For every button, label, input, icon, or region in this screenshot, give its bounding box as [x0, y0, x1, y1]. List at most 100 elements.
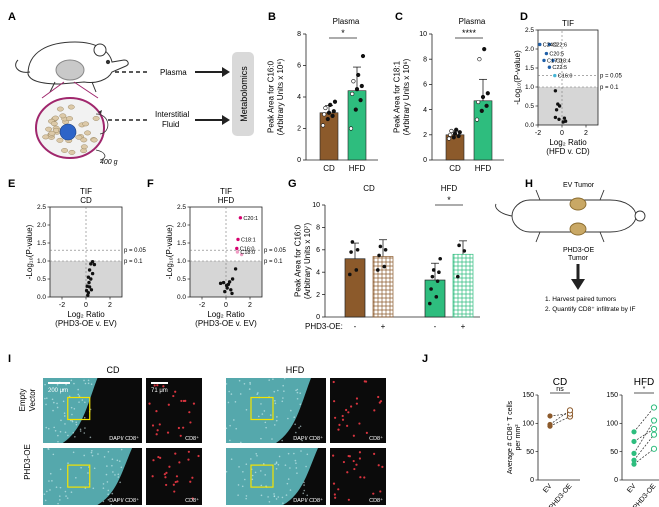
cd8-cell: [377, 395, 380, 399]
point-ev: [631, 450, 637, 456]
nucleus-dot: [73, 382, 75, 385]
cd8-cell: [166, 431, 170, 434]
chart-b-y-tick-label: 8: [297, 31, 301, 38]
nucleus-dot: [251, 478, 254, 481]
bar-hfd: [347, 90, 367, 161]
point-label: C18:0: [240, 250, 255, 256]
nucleus-dot: [79, 430, 82, 432]
nucleus-dot: [260, 484, 263, 487]
nucleus-dot: [255, 452, 258, 455]
chart-e: p = 0.05 p = 0.1 0.0 0.5 1.0 1.5 2.0 2.5 -2 0 2 TIF…: [25, 187, 147, 328]
nucleus-dot: [118, 460, 121, 462]
chart-c-y-tick-label: 6: [423, 82, 427, 89]
point-phd3: [650, 445, 658, 452]
panel-letter-c: C: [395, 11, 403, 23]
nucleus-dot: [242, 471, 244, 473]
cd8-cell: [159, 456, 162, 459]
cd8-cell: [156, 429, 159, 432]
nucleus-dot: [277, 496, 280, 498]
nucleus-dot: [75, 421, 78, 424]
charts-layer: 0 2 4 6 8 Plasma Peak Area for C16:0(Arbitrary…: [25, 17, 659, 507]
nucleus-dot: [281, 496, 284, 499]
data-point: [348, 272, 352, 277]
nucleus-dot: [283, 377, 286, 380]
data-point: [542, 58, 546, 63]
tissue-region: [226, 378, 311, 443]
panel-letter-d: D: [520, 11, 528, 23]
nucleus-dot: [87, 379, 90, 382]
nucleus-dot: [52, 409, 54, 412]
data-point: [356, 72, 361, 78]
cd8-cell: [189, 421, 192, 424]
cd8-cell: [350, 405, 353, 408]
metabolomics-label: Metabolomics: [239, 66, 249, 122]
y-tick-label: 1.5: [37, 240, 46, 247]
nucleus-dot: [117, 473, 120, 476]
nucleus-dot: [64, 423, 66, 425]
cd8-cell: [155, 433, 158, 436]
plasma-label: Plasma: [160, 68, 187, 77]
point-label: C24:0: [543, 42, 558, 48]
cd8-cell: [182, 426, 185, 429]
mouse-prone-icon: [495, 189, 646, 243]
nucleus-dot: [72, 451, 75, 454]
chart-x-label: Log₂ Ratio (PHD3-OE v. EV): [195, 310, 257, 328]
bar-cd-minus: [344, 258, 366, 318]
nucleus-dot: [257, 415, 260, 418]
cd8-cell: [156, 384, 159, 387]
nucleus-dot: [77, 393, 80, 396]
cd8-cell: [187, 458, 190, 461]
chart-x-label: Log₂ Ratio (PHD3-OE v. EV): [55, 310, 117, 328]
point-phd3: [650, 431, 658, 438]
chart-g-y-tick-label: 2: [316, 292, 320, 299]
x-tick-label: 2: [584, 130, 588, 137]
pair-line: [633, 448, 655, 465]
y-tick-label: 1.5: [177, 240, 186, 247]
p-threshold-label: p = 0.05: [124, 248, 147, 254]
nucleus-dot: [70, 379, 73, 382]
nucleus-dot: [299, 392, 302, 395]
y-tick-label: 50: [610, 449, 618, 456]
nucleus-dot: [262, 463, 265, 465]
nucleus-dot: [48, 480, 50, 482]
data-point: [429, 287, 433, 291]
nucleus-dot: [300, 450, 302, 452]
point-ev: [631, 461, 637, 467]
data-point: [451, 135, 456, 140]
nucleus-dot: [282, 397, 284, 399]
nucleus-dot: [110, 503, 113, 506]
nucleus-dot: [119, 481, 121, 484]
nucleus-dot: [90, 451, 93, 454]
metabolomics-box: [232, 52, 254, 136]
data-point: [547, 42, 552, 47]
nucleus-dot: [271, 438, 273, 440]
nucleus-dot: [56, 406, 59, 409]
tumor-cell: [75, 134, 83, 140]
nucleus-dot: [293, 416, 296, 418]
y-tick-label: 150: [606, 392, 618, 399]
chart-y-label: -Log₁₀(P-value): [165, 224, 174, 279]
nucleus-dot: [112, 471, 114, 473]
nucleus-dot: [282, 502, 284, 504]
y-tick-label: 0.5: [177, 276, 186, 283]
data-point: [320, 123, 326, 128]
col-cd-label: CD: [107, 365, 120, 375]
cd8-cell: [162, 385, 165, 388]
channel-label: CD8⁺: [185, 497, 199, 504]
chart-d: p = 0.05 p = 0.1 0.0 0.5 1.0 1.5 2.0 2.5 -2 0 2 TIF…: [513, 19, 623, 156]
chart-g-y-tick-label: 4: [316, 269, 320, 276]
p-threshold-label: p = 0.05: [264, 248, 287, 254]
nucleus-dot: [239, 393, 242, 395]
cd8-cell: [182, 399, 185, 403]
tumor-cell: [50, 121, 58, 127]
nucleus-dot: [84, 382, 87, 385]
nucleus-dot: [290, 409, 292, 412]
data-point: [354, 87, 360, 92]
data-point: [538, 42, 542, 47]
tumor-cell: [45, 126, 53, 132]
x-tick-label: 2: [248, 302, 252, 309]
nucleus-dot: [249, 383, 252, 385]
y-tick-label: 0.0: [177, 294, 186, 301]
nucleus-dot: [254, 471, 257, 474]
y-tick-label: 2.0: [177, 222, 186, 229]
